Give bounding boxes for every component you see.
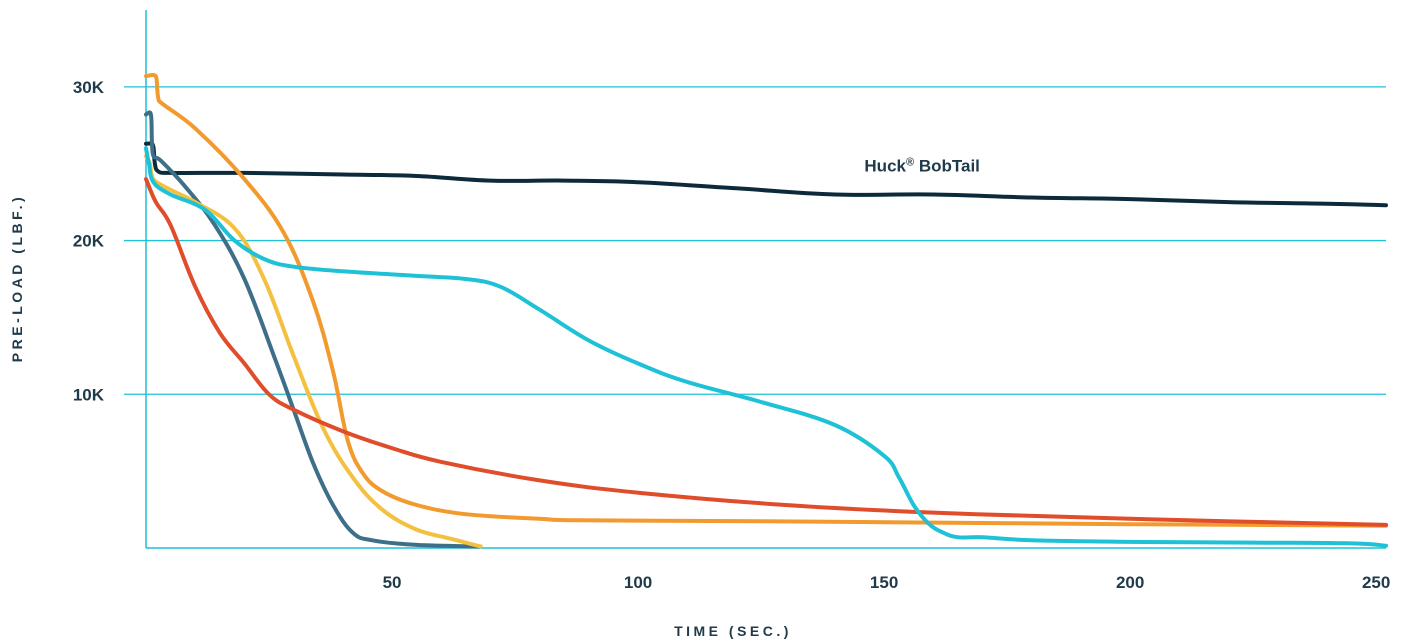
y-axis-title: PRE-LOAD (LBF.) <box>9 194 25 362</box>
annotations: Huck® BobTail <box>864 156 979 175</box>
y-tick-label: 10K <box>73 385 105 404</box>
y-tick-label: 30K <box>73 78 105 97</box>
series-line-1 <box>144 141 1388 208</box>
x-tick-label: 250 <box>1362 573 1390 592</box>
series-line-2 <box>144 110 483 549</box>
x-tick-label: 50 <box>383 573 402 592</box>
series-line-4 <box>144 73 1388 528</box>
annotation-label: Huck® BobTail <box>864 156 979 175</box>
series-line-5 <box>144 177 1388 527</box>
series-line-3 <box>144 154 483 549</box>
axes <box>145 10 1386 549</box>
x-tick-label: 200 <box>1116 573 1144 592</box>
x-axis-title: TIME (SEC.) <box>674 623 792 639</box>
series-line-6 <box>144 146 1388 548</box>
x-tick-label: 100 <box>624 573 652 592</box>
y-tick-label: 20K <box>73 232 105 251</box>
tick-labels: 10K 20K 30K 50 100 150 200 250 <box>73 78 1391 592</box>
series-lines <box>144 73 1388 549</box>
grid-lines <box>124 86 1386 395</box>
x-tick-label: 150 <box>870 573 898 592</box>
